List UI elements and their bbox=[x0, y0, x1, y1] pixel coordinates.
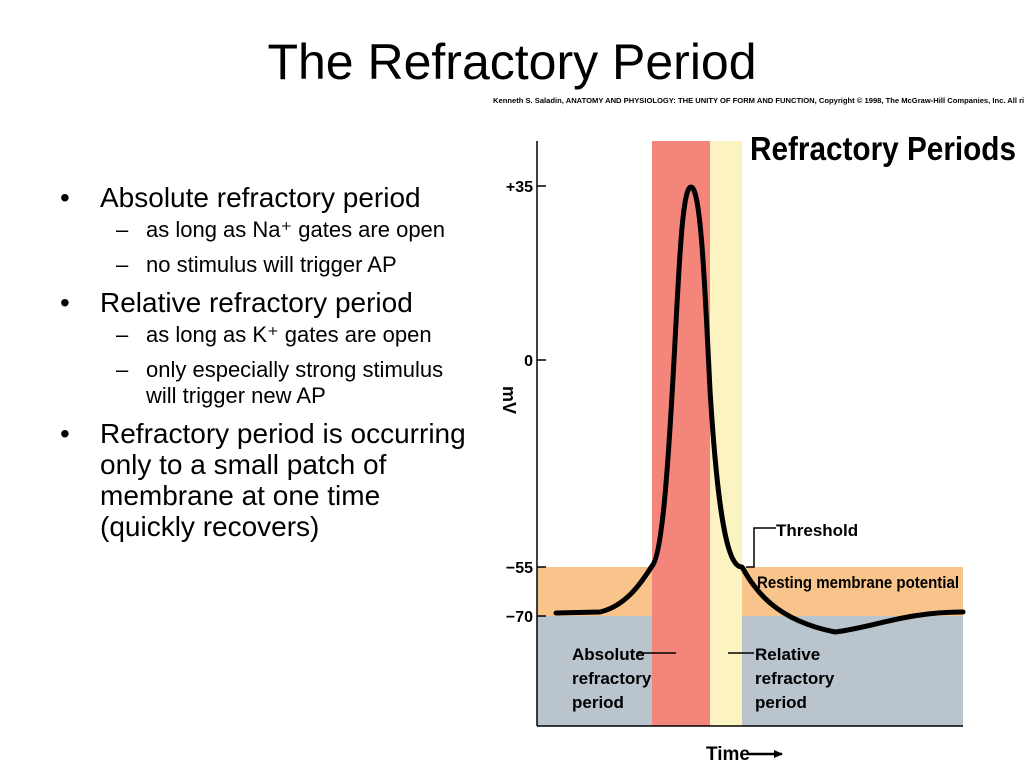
bullet-marker: • bbox=[60, 418, 70, 449]
sub-bullet-text: as long as K⁺ gates are open bbox=[146, 322, 432, 347]
sub-bullet-text: only especially strong stimulus will tri… bbox=[146, 357, 444, 408]
relative-label-line3: period bbox=[755, 693, 807, 712]
bullet-marker: • bbox=[60, 287, 70, 318]
threshold-label: Threshold bbox=[776, 521, 858, 540]
bullet-small-patch: • Refractory period is occurring only to… bbox=[58, 418, 480, 542]
refractory-periods-figure: Kenneth S. Saladin, ANATOMY AND PHYSIOLO… bbox=[493, 96, 1024, 765]
threshold-leader-line bbox=[746, 527, 776, 568]
relative-label-line2: refractory bbox=[755, 669, 835, 688]
figure-heading: Refractory Periods bbox=[750, 130, 1016, 167]
resting-potential-label: Resting membrane potential bbox=[757, 573, 959, 592]
x-axis-label: Time bbox=[706, 744, 750, 765]
action-potential-curve bbox=[553, 184, 966, 635]
sub-bullet-na-gates: – as long as Na⁺ gates are open bbox=[58, 217, 446, 243]
slide-title: The Refractory Period bbox=[267, 34, 757, 90]
tick-label-minus55: −55 bbox=[506, 560, 533, 577]
bullet-text: Absolute refractory period bbox=[100, 182, 421, 213]
bullet-absolute: • Absolute refractory period bbox=[58, 182, 490, 213]
sub-bullet-text: as long as Na⁺ gates are open bbox=[146, 217, 446, 242]
dash-marker: – bbox=[116, 357, 129, 382]
relative-label-line1: Relative bbox=[755, 645, 820, 664]
dash-marker: – bbox=[116, 252, 129, 277]
sub-bullet-no-stimulus: – no stimulus will trigger AP bbox=[58, 252, 490, 278]
bullet-list: • Absolute refractory period – as long a… bbox=[58, 182, 490, 546]
tick-label-plus35: +35 bbox=[506, 179, 533, 196]
y-axis-label: mV bbox=[499, 386, 519, 414]
sub-bullet-strong-stimulus: – only especially strong stimulus will t… bbox=[58, 357, 446, 409]
dash-marker: – bbox=[116, 217, 129, 242]
absolute-label-line1: Absolute bbox=[572, 645, 645, 664]
bullet-marker: • bbox=[60, 182, 70, 213]
dash-marker: – bbox=[116, 322, 129, 347]
sub-bullet-text: no stimulus will trigger AP bbox=[146, 252, 397, 277]
sub-bullet-k-gates: – as long as K⁺ gates are open bbox=[58, 322, 446, 348]
tick-label-minus70: −70 bbox=[506, 609, 533, 626]
absolute-label-line2: refractory bbox=[572, 669, 652, 688]
bullet-relative: • Relative refractory period bbox=[58, 287, 490, 318]
copyright-credit: Kenneth S. Saladin, ANATOMY AND PHYSIOLO… bbox=[493, 96, 1024, 105]
bullet-text: Relative refractory period bbox=[100, 287, 413, 318]
tick-label-0: 0 bbox=[524, 353, 533, 370]
bullet-text: Refractory period is occurring only to a… bbox=[100, 418, 466, 542]
below-resting-band bbox=[537, 616, 963, 726]
absolute-label-line3: period bbox=[572, 693, 624, 712]
